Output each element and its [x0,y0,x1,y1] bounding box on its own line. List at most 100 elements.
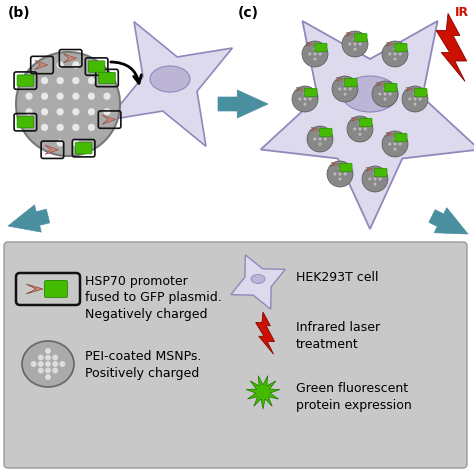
Circle shape [16,52,120,156]
Circle shape [37,361,44,367]
Polygon shape [26,284,43,294]
Circle shape [374,172,376,175]
FancyBboxPatch shape [345,78,357,87]
Circle shape [309,98,312,100]
Circle shape [37,354,44,361]
Circle shape [45,367,51,374]
Polygon shape [311,128,318,131]
Text: Green fluorescent
protein expression: Green fluorescent protein expression [296,382,412,411]
Circle shape [88,124,95,131]
Ellipse shape [251,274,265,283]
Circle shape [319,53,322,55]
Circle shape [88,77,95,84]
FancyBboxPatch shape [17,75,34,86]
Circle shape [338,178,342,181]
Circle shape [388,53,392,55]
Circle shape [342,31,368,57]
Circle shape [324,137,327,141]
Polygon shape [35,60,48,70]
Circle shape [368,177,371,181]
Circle shape [307,126,333,152]
Circle shape [383,98,387,101]
Circle shape [313,58,317,61]
Circle shape [333,173,337,175]
Circle shape [72,124,80,131]
Circle shape [88,108,95,116]
Polygon shape [8,205,50,232]
Circle shape [338,173,342,175]
Circle shape [52,354,58,361]
Circle shape [354,43,356,46]
Circle shape [52,361,58,367]
Polygon shape [64,54,76,63]
Circle shape [383,92,387,96]
FancyBboxPatch shape [395,133,407,142]
Circle shape [413,92,417,95]
Circle shape [364,128,367,130]
Circle shape [358,128,362,130]
Circle shape [302,41,328,67]
Circle shape [45,361,51,367]
Circle shape [379,177,382,181]
Polygon shape [406,87,413,91]
Circle shape [52,367,58,374]
Circle shape [72,77,80,84]
Circle shape [378,92,382,96]
Circle shape [408,98,411,100]
Polygon shape [386,132,393,136]
Polygon shape [351,117,358,121]
Circle shape [374,177,376,181]
Circle shape [313,137,316,141]
FancyBboxPatch shape [315,43,327,52]
Circle shape [308,53,311,55]
FancyBboxPatch shape [395,43,407,52]
Text: (b): (b) [8,6,31,20]
Circle shape [41,77,48,84]
Circle shape [413,103,417,106]
Circle shape [56,139,64,146]
Circle shape [72,61,80,69]
Circle shape [41,92,48,100]
Circle shape [344,173,347,175]
Circle shape [327,161,353,187]
Circle shape [45,354,51,361]
FancyBboxPatch shape [340,163,352,172]
Circle shape [399,53,402,55]
Circle shape [45,348,51,354]
Circle shape [56,61,64,69]
Circle shape [393,137,397,140]
Circle shape [393,143,397,146]
FancyBboxPatch shape [360,118,372,127]
Circle shape [319,143,321,146]
FancyBboxPatch shape [17,117,34,128]
Circle shape [41,108,48,116]
Text: IR: IR [455,6,469,19]
Circle shape [354,37,356,40]
Ellipse shape [342,76,398,112]
Circle shape [45,374,51,380]
Circle shape [319,137,321,141]
Polygon shape [261,21,474,229]
Circle shape [372,81,398,107]
Polygon shape [386,42,393,46]
Polygon shape [376,82,383,86]
Polygon shape [231,255,285,309]
Circle shape [303,103,307,106]
Circle shape [358,122,362,125]
Circle shape [56,108,64,116]
FancyBboxPatch shape [45,281,67,298]
Polygon shape [366,167,373,171]
Circle shape [37,367,44,374]
Circle shape [347,116,373,142]
FancyBboxPatch shape [384,83,397,92]
Circle shape [393,47,397,50]
Circle shape [59,361,65,367]
Polygon shape [436,13,467,82]
Circle shape [72,108,80,116]
Polygon shape [306,42,313,46]
Circle shape [382,131,408,157]
Circle shape [26,108,33,116]
Polygon shape [218,90,268,118]
Circle shape [313,53,317,55]
Circle shape [362,166,388,192]
